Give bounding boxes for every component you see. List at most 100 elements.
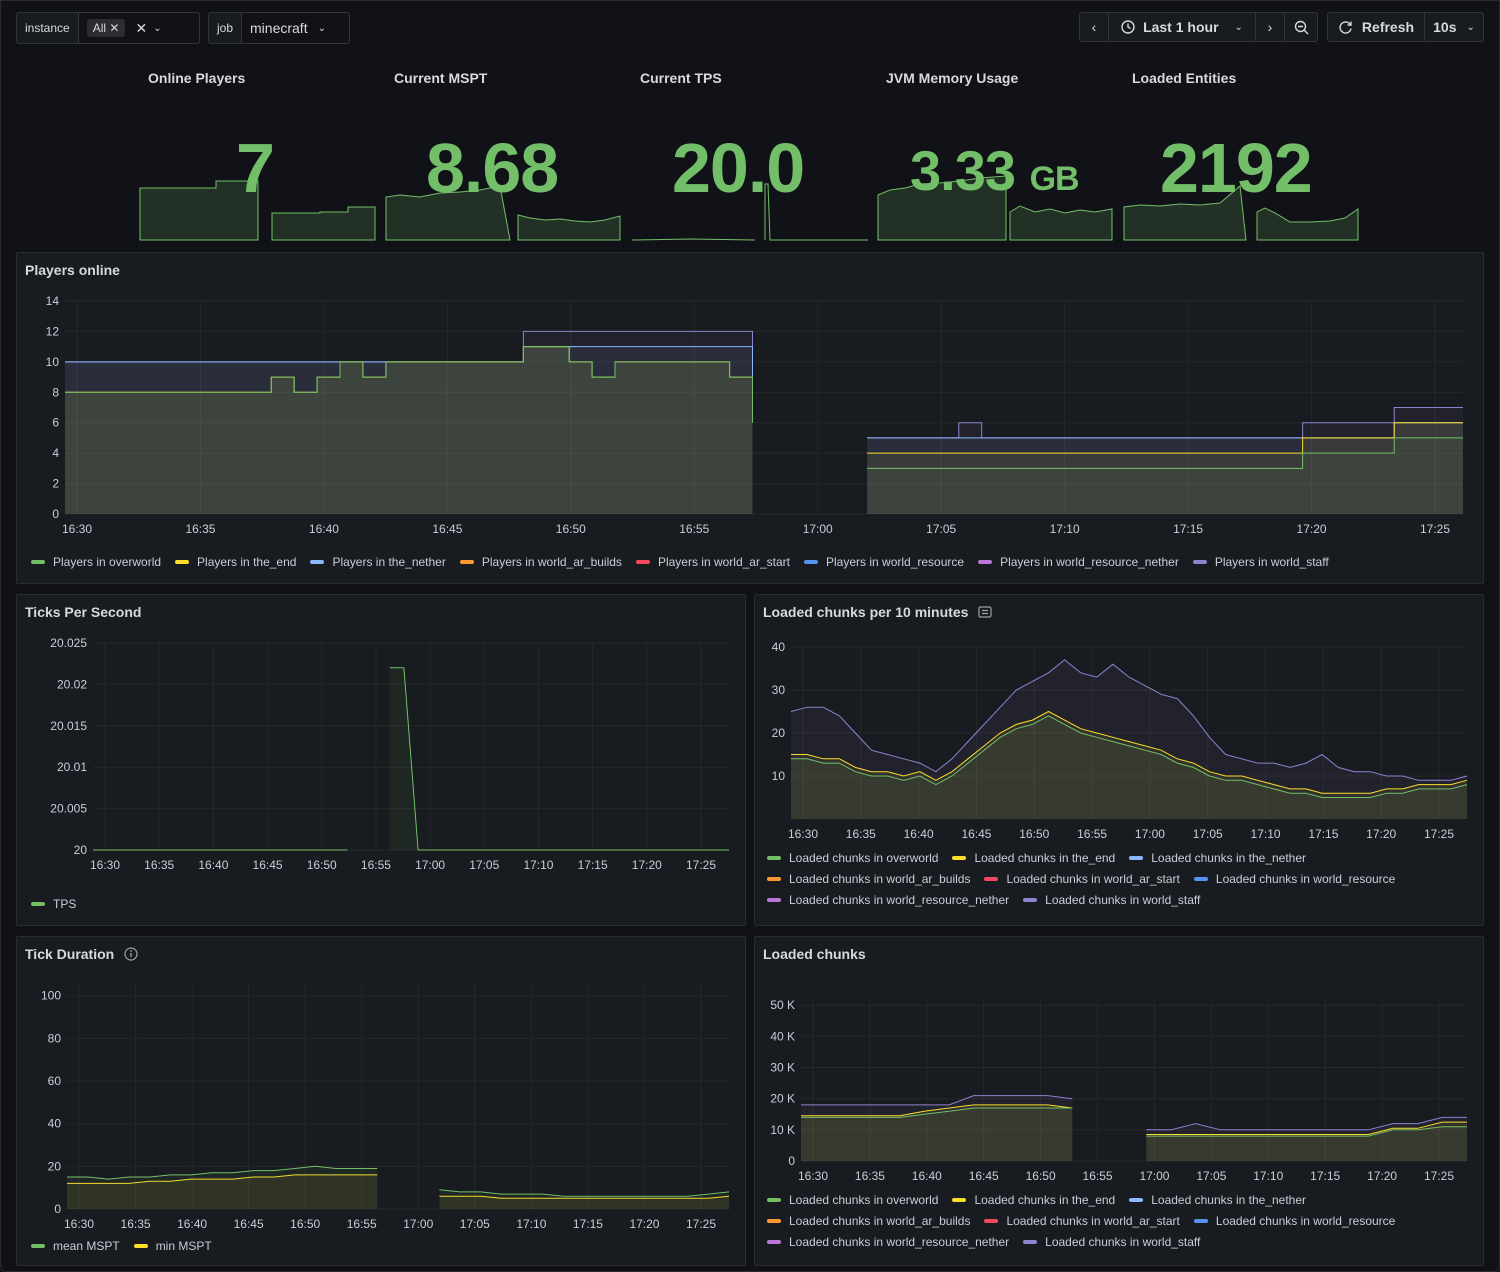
zoom-out-button[interactable] <box>1284 12 1318 42</box>
legend-item[interactable]: Loaded chunks in world_ar_builds <box>767 872 970 886</box>
legend-item[interactable]: Players in the_nether <box>310 555 446 569</box>
legend-item[interactable]: Players in world_ar_start <box>635 555 790 569</box>
x-tick-label: 16:30 <box>64 1217 94 1231</box>
series-line[interactable] <box>790 659 1468 781</box>
legend-item[interactable]: Players in world_resource <box>804 555 964 569</box>
panel-loaded-chunks: Loaded chunks 0 10 K 20 K 30 K 40 K 50 K 16:30… <box>754 936 1484 1266</box>
series-line[interactable] <box>1146 1116 1467 1131</box>
legend-swatch <box>767 1240 781 1244</box>
job-variable[interactable]: job minecraft ⌄ <box>208 12 350 44</box>
legend-item[interactable]: Loaded chunks in overworld <box>767 851 938 865</box>
legend-item[interactable]: Players in overworld <box>31 555 161 569</box>
tps-chart[interactable]: 20 20.005 20.01 20.015 20.02 20.025 16:30 16:35… <box>17 633 745 893</box>
legend-item[interactable]: Loaded chunks in world_resource_nether <box>767 893 1009 907</box>
series-area <box>67 1174 378 1209</box>
chunks-chart[interactable]: 0 10 K 20 K 30 K 40 K 50 K 16:30 16:35 16:40 16:4… <box>755 975 1483 1185</box>
x-tick-label: 16:55 <box>679 522 709 536</box>
legend-item[interactable]: Loaded chunks in the_nether <box>1129 851 1306 865</box>
library-panel-icon[interactable] <box>978 606 992 618</box>
x-tick-label: 16:55 <box>347 1217 377 1231</box>
x-tick-label: 17:10 <box>523 858 553 872</box>
series-area <box>867 407 1463 514</box>
legend-item[interactable]: Loaded chunks in world_staff <box>1023 1235 1200 1249</box>
legend-item[interactable]: Players in world_resource_nether <box>978 555 1179 569</box>
job-select[interactable]: minecraft ⌄ <box>242 13 334 43</box>
legend-swatch <box>767 1219 781 1223</box>
series-line[interactable] <box>67 1174 378 1184</box>
legend-item[interactable]: Loaded chunks in the_nether <box>1129 1193 1306 1207</box>
legend-item[interactable]: Loaded chunks in world_resource <box>1193 872 1396 886</box>
y-tick-label: 20 <box>772 726 786 740</box>
series-area <box>65 346 753 514</box>
x-tick-label: 17:20 <box>632 858 662 872</box>
series-line[interactable] <box>67 1165 378 1180</box>
series-line[interactable] <box>65 346 753 423</box>
time-back-button[interactable]: ‹ <box>1079 12 1109 42</box>
legend-item[interactable]: Loaded chunks in world_ar_start <box>984 1214 1180 1228</box>
series-line[interactable] <box>801 1095 1073 1106</box>
legend-swatch <box>1023 898 1038 902</box>
series-line[interactable] <box>439 1189 730 1197</box>
refresh-icon <box>1339 20 1352 34</box>
series-line[interactable] <box>1146 1121 1467 1135</box>
chevron-down-icon[interactable]: ⌄ <box>153 22 162 34</box>
x-tick-label: 16:45 <box>961 827 991 841</box>
legend-swatch <box>133 1244 148 1248</box>
series-line[interactable] <box>791 710 1468 794</box>
series-line[interactable] <box>867 422 1463 454</box>
x-tick-label: 16:55 <box>361 858 391 872</box>
series-line[interactable] <box>389 667 729 851</box>
legend-swatch <box>767 856 781 860</box>
instance-chip[interactable]: All ✕ <box>86 19 126 37</box>
legend-label: Players in world_ar_start <box>657 555 790 569</box>
refresh-interval-select[interactable]: 10s ⌄ <box>1424 12 1484 42</box>
series-line[interactable] <box>801 1104 1073 1117</box>
legend-item[interactable]: Players in the_end <box>175 555 296 569</box>
legend-swatch <box>1023 1240 1038 1244</box>
sparkline-mspt-2 <box>517 214 621 241</box>
y-axis: 0 2 4 6 8 10 12 14 <box>46 294 1463 521</box>
legend-swatch <box>952 1198 967 1202</box>
legend-label: Loaded chunks in world_resource <box>1215 872 1396 886</box>
legend-item[interactable]: Loaded chunks in world_staff <box>1023 893 1200 907</box>
series-line[interactable] <box>439 1195 730 1199</box>
legend-item[interactable]: Loaded chunks in world_resource <box>1193 1214 1395 1228</box>
series-line[interactable] <box>867 437 1463 469</box>
series-area <box>389 667 729 850</box>
legend-item[interactable]: Loaded chunks in world_ar_builds <box>767 1214 970 1228</box>
info-icon[interactable] <box>124 947 138 961</box>
legend-item[interactable]: Loaded chunks in the_end <box>952 1193 1115 1207</box>
legend-label: TPS <box>53 897 77 911</box>
x-tick-label: 16:40 <box>904 827 934 841</box>
series-line[interactable] <box>1146 1126 1467 1137</box>
refresh-button[interactable]: Refresh <box>1327 12 1425 42</box>
tick-legend: mean MSPT min MSPT <box>31 1239 731 1253</box>
players-chart[interactable]: 0 2 4 6 8 10 12 14 16:30 16:35 16:40 16:45 16:50 16:5… <box>17 291 1483 536</box>
legend-item[interactable]: TPS <box>31 897 76 911</box>
legend-item[interactable]: mean MSPT <box>31 1239 120 1253</box>
legend-item[interactable]: Players in world_ar_builds <box>459 555 622 569</box>
instance-select[interactable]: All ✕ ✕ ⌄ <box>79 13 170 43</box>
legend-item[interactable]: min MSPT <box>133 1239 212 1253</box>
x-tick-label: 17:05 <box>1193 827 1223 841</box>
chunks10-chart[interactable]: 10 20 30 40 16:30 16:35 16:40 16:45 16:50 16:55 17… <box>755 633 1483 843</box>
y-tick-label: 40 <box>48 1117 62 1131</box>
chip-remove-icon[interactable]: ✕ <box>109 21 120 35</box>
legend-item[interactable]: Loaded chunks in overworld <box>767 1193 938 1207</box>
chevron-down-icon: ⌄ <box>1466 21 1475 33</box>
instance-variable[interactable]: instance All ✕ ✕ ⌄ <box>16 12 200 44</box>
sparkline-jvm-2 <box>1009 205 1113 241</box>
legend-item[interactable]: Loaded chunks in world_ar_start <box>984 872 1180 886</box>
panel-title: Loaded chunks <box>763 946 866 962</box>
legend-item[interactable]: Players in world_staff <box>1192 555 1329 569</box>
legend-item[interactable]: Loaded chunks in the_end <box>952 851 1115 865</box>
series-line[interactable] <box>791 715 1468 798</box>
time-picker-button[interactable]: Last 1 hour ⌄ <box>1108 12 1256 42</box>
clear-icon[interactable]: ✕ <box>135 19 148 36</box>
x-tick-label: 17:15 <box>1310 1169 1340 1183</box>
x-tick-label: 17:25 <box>686 858 716 872</box>
series-line[interactable] <box>801 1107 1073 1118</box>
legend-item[interactable]: Loaded chunks in world_resource_nether <box>767 1235 1009 1249</box>
x-tick-label: 17:20 <box>629 1217 659 1231</box>
